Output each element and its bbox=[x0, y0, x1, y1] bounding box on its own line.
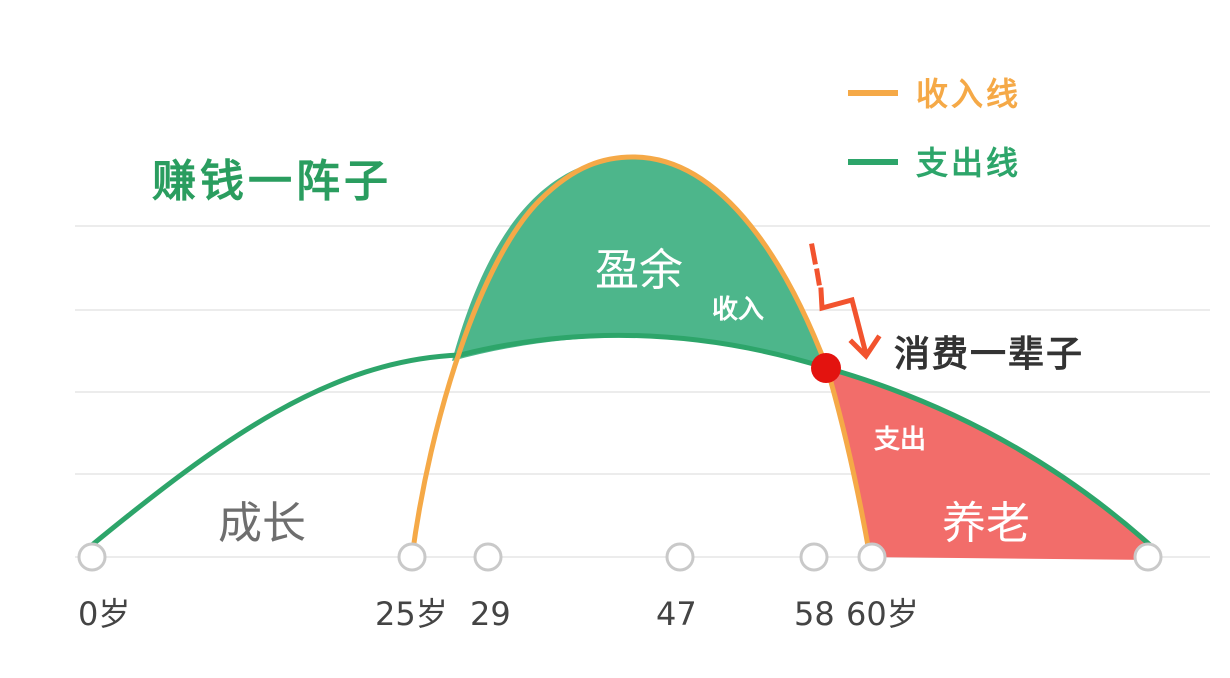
growth-label: 成长 bbox=[218, 498, 306, 549]
arrow-head bbox=[848, 334, 882, 360]
age-marker-25 bbox=[397, 542, 427, 572]
tick-label: 58 bbox=[794, 595, 835, 633]
age-marker-47 bbox=[665, 542, 695, 572]
income-line bbox=[409, 154, 873, 558]
age-marker-29 bbox=[473, 542, 503, 572]
lightning-arrow bbox=[809, 243, 882, 360]
age-marker-58 bbox=[799, 542, 829, 572]
surplus-label: 盈余 bbox=[595, 245, 683, 296]
tick-label: 25岁 bbox=[375, 595, 448, 633]
expense-label: 支出 bbox=[874, 425, 926, 455]
arrow-zigzag bbox=[818, 287, 870, 358]
consumption-annotation: 消费一辈子 bbox=[894, 334, 1084, 375]
legend-expense-label: 支出线 bbox=[916, 144, 1021, 182]
expense-line bbox=[90, 332, 1152, 547]
age-marker-0 bbox=[77, 542, 107, 572]
tick-label: 47 bbox=[656, 595, 697, 633]
intersection-dot bbox=[811, 353, 841, 383]
retirement-label: 养老 bbox=[942, 498, 1030, 549]
surplus-area bbox=[452, 157, 827, 368]
age-marker-60 bbox=[857, 542, 887, 572]
tick-label: 60岁 bbox=[846, 595, 919, 633]
tick-label: 29 bbox=[470, 595, 511, 633]
arrow-dash bbox=[814, 268, 822, 286]
diagram-title: 赚钱一阵子 bbox=[152, 156, 392, 207]
legend: 收入线 支出线 bbox=[848, 75, 1021, 182]
income-label: 收入 bbox=[712, 295, 764, 325]
tick-label: 0岁 bbox=[78, 595, 130, 633]
age-marker-end bbox=[1133, 542, 1163, 572]
age-tick-labels: 0岁 25岁 29 47 58 60岁 bbox=[78, 595, 919, 633]
deficit-area bbox=[827, 368, 1150, 560]
arrow-dash bbox=[809, 243, 818, 265]
age-markers bbox=[77, 542, 1163, 572]
legend-income-label: 收入线 bbox=[916, 75, 1021, 113]
